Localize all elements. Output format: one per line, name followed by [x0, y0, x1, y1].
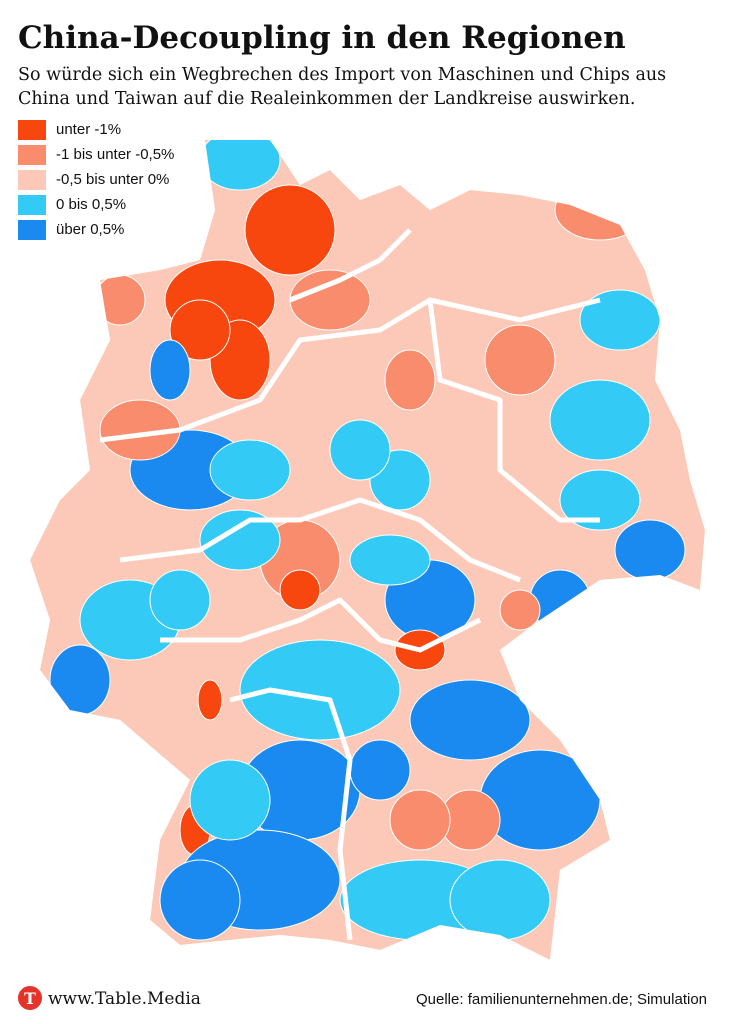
- title: China-Decoupling in den Regionen: [18, 20, 626, 56]
- region: [279, 569, 321, 611]
- legend-swatch: [18, 120, 46, 140]
- region: [479, 749, 601, 851]
- region: [209, 439, 291, 501]
- region: [484, 324, 556, 396]
- region: [579, 289, 661, 351]
- brand-logo: [18, 986, 42, 1010]
- legend-swatch: [18, 220, 46, 240]
- legend-label: unter -1%: [56, 121, 121, 138]
- state-borders: [99, 228, 601, 941]
- region: [149, 569, 211, 631]
- region: [554, 179, 646, 241]
- region: [289, 269, 371, 331]
- region: [244, 184, 336, 276]
- legend-swatch: [18, 195, 46, 215]
- region: [329, 419, 391, 481]
- region: [614, 519, 686, 581]
- region: [349, 739, 411, 801]
- region: [499, 589, 541, 631]
- region: [159, 859, 241, 941]
- region: [409, 679, 531, 761]
- region: [529, 569, 591, 631]
- map: [30, 140, 705, 960]
- region: [384, 349, 436, 411]
- subtitle: So würde sich ein Wegbrechen des Import …: [18, 65, 666, 85]
- legend-label: 0 bis 0,5%: [56, 196, 126, 213]
- region: [389, 789, 451, 851]
- region: [549, 379, 651, 461]
- region: [199, 140, 281, 191]
- region: [189, 759, 271, 841]
- region: [349, 534, 431, 586]
- region: [199, 509, 281, 571]
- subtitle: China und Taiwan auf die Realeinkommen d…: [18, 89, 635, 109]
- region: [197, 679, 223, 721]
- region: [94, 274, 146, 326]
- legend-label: über 0,5%: [56, 221, 124, 238]
- region: [149, 339, 191, 401]
- region: [559, 469, 641, 531]
- legend-swatch: [18, 170, 46, 190]
- source: Quelle: familienunternehmen.de; Simulati…: [416, 991, 707, 1008]
- region: [449, 859, 551, 941]
- region: [239, 639, 401, 741]
- legend-label: -1 bis unter -0,5%: [56, 146, 174, 163]
- legend: unter -1% -1 bis unter -0,5% -0,5 bis unte…: [18, 120, 174, 240]
- legend-label: -0,5 bis unter 0%: [56, 171, 169, 188]
- region: [49, 644, 111, 716]
- legend-swatch: [18, 145, 46, 165]
- region: [169, 299, 231, 361]
- brand: www.Table.Media: [48, 989, 201, 1009]
- logo-letter: T: [24, 989, 36, 1008]
